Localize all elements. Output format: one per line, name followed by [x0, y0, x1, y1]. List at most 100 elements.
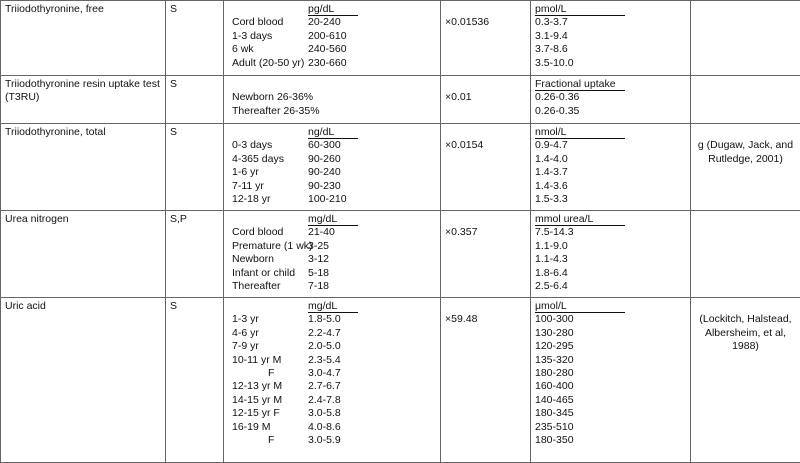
factor: ×0.01536 [445, 16, 526, 29]
age-group: 0-3 days [228, 139, 308, 152]
range-value: 5-18 [308, 267, 329, 279]
test-row: Triiodothyronine resin uptake test (T3RU… [1, 76, 800, 124]
range-value: 2.7-6.7 [308, 380, 341, 392]
age-group: 7-9 yr [228, 340, 308, 353]
reference-text: g (Dugaw, Jack, and Rutledge, 2001) [695, 139, 796, 166]
blank-line [445, 78, 526, 91]
unit-line: ng/dL [228, 126, 436, 139]
si-value: 1.4-4.0 [535, 153, 686, 166]
factor: ×0.01 [445, 91, 526, 104]
factor: ×0.0154 [445, 139, 526, 152]
range-value: 3.0-4.7 [308, 367, 341, 379]
range-value: 2.3-5.4 [308, 354, 341, 366]
reference-text: (Lockitch, Halstead, Albersheim, et al, … [695, 313, 796, 353]
blank-line [445, 300, 526, 313]
range-value: 3-25 [308, 240, 329, 252]
si-unit-line: mmol urea/L [535, 213, 686, 226]
si-unit-line: Fractional uptake [535, 78, 686, 91]
range-value: 2.2-4.7 [308, 327, 341, 339]
range-line: Adult (20-50 yr)230-660 [228, 57, 436, 70]
si-unit: Fractional uptake [535, 78, 625, 91]
age-group: Thereafter 26-35% [228, 105, 308, 118]
age-group: 1-6 yr [228, 166, 308, 179]
age-group: 4-365 days [228, 153, 308, 166]
unit-line: mg/dL [228, 213, 436, 226]
si-value: 0.26-0.35 [535, 105, 686, 118]
si-value: 180-280 [535, 367, 686, 380]
unit-line: pg/dL [228, 3, 436, 16]
si-value: 1.4-3.6 [535, 180, 686, 193]
unit: mg/dL [308, 213, 358, 226]
si-value: 120-295 [535, 340, 686, 353]
range-line: Thereafter 26-35% [228, 105, 436, 118]
test-name: Triiodothyronine, free [1, 1, 166, 76]
age-group: Newborn 26-36% [228, 91, 308, 104]
range-line: Premature (1 wk)3-25 [228, 240, 436, 253]
test-name: Uric acid [1, 298, 166, 463]
reference: (Lockitch, Halstead, Albersheim, et al, … [691, 298, 800, 463]
conversion-factor: ×0.357 [441, 211, 531, 298]
age-group: 10-11 yr M [228, 354, 308, 367]
si-value: 1.5-3.3 [535, 193, 686, 206]
range-value: 240-560 [308, 43, 347, 55]
range-value: 20-240 [308, 16, 341, 28]
si-unit: mmol urea/L [535, 213, 625, 226]
blank-line [695, 126, 796, 139]
specimen: S,P [166, 211, 224, 298]
conversion-factor: ×0.0154 [441, 124, 531, 211]
age-group: 12-18 yr [228, 193, 308, 206]
si-value: 3.5-10.0 [535, 57, 686, 70]
age-group: Cord blood [228, 16, 308, 29]
range-value: 2.4-7.8 [308, 394, 341, 406]
age-group: Newborn [228, 253, 308, 266]
si-value: 1.1-9.0 [535, 240, 686, 253]
blank-line [445, 126, 526, 139]
age-group: 14-15 yr M [228, 394, 308, 407]
factor: ×59.48 [445, 313, 526, 326]
age-group: 12-13 yr M [228, 380, 308, 393]
range-value: 21-40 [308, 226, 335, 238]
blank-line [445, 3, 526, 16]
si-value: 0.26-0.36 [535, 91, 686, 104]
si-unit-line: nmol/L [535, 126, 686, 139]
range-value: 230-660 [308, 57, 347, 69]
range-value: 3.0-5.8 [308, 407, 341, 419]
conversion-factor: ×59.48 [441, 298, 531, 463]
range-value: 3.0-5.9 [308, 434, 341, 446]
si-value: 130-280 [535, 327, 686, 340]
age-group: Thereafter [228, 280, 308, 293]
age-group: 4-6 yr [228, 327, 308, 340]
si-value: 0.9-4.7 [535, 139, 686, 152]
factor: ×0.357 [445, 226, 526, 239]
si-unit: nmol/L [535, 126, 625, 139]
range-value: 1.8-5.0 [308, 313, 341, 325]
range-value: 100-210 [308, 193, 347, 205]
range-value: 90-260 [308, 153, 341, 165]
si-value: 7.5-14.3 [535, 226, 686, 239]
age-group: Infant or child [228, 267, 308, 280]
reference: g (Dugaw, Jack, and Rutledge, 2001) [691, 124, 800, 211]
specimen: S [166, 76, 224, 124]
